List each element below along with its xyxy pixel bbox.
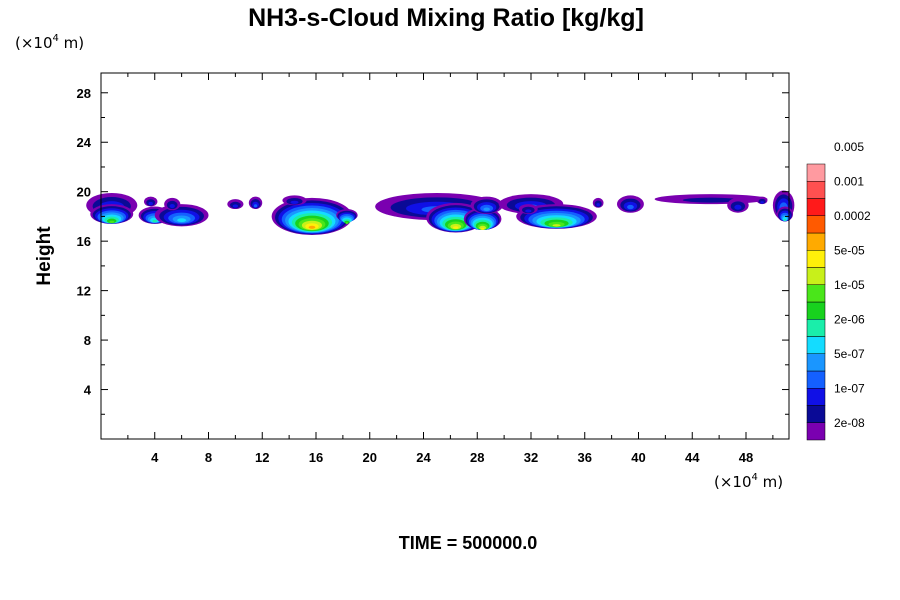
contour-level-2 xyxy=(734,204,742,210)
cloud-blob xyxy=(271,197,353,235)
colorbar-swatch xyxy=(806,232,826,251)
contour-level-2 xyxy=(148,201,153,206)
contour-level-5 xyxy=(177,218,187,222)
chart-title: NH3-s-Cloud Mixing Ratio [kg/kg] xyxy=(248,4,644,32)
contour-level-2 xyxy=(290,200,299,204)
colorbar-swatch xyxy=(806,388,826,406)
colorbar-swatch xyxy=(806,163,826,182)
x-tick-label: 44 xyxy=(685,450,700,465)
colorbar-swatch xyxy=(806,198,826,216)
contour-level-2 xyxy=(169,203,175,209)
colorbar-swatch xyxy=(806,250,826,268)
colorbar-label: 5e-05 xyxy=(834,243,865,257)
cloud-blob xyxy=(756,196,768,205)
x-tick-label: 20 xyxy=(363,450,377,465)
cloud-blob xyxy=(654,194,768,205)
x-tick-label: 32 xyxy=(524,450,538,465)
contour-level-6 xyxy=(152,219,158,223)
colorbar-label: 5e-07 xyxy=(834,347,865,361)
x-tick-label: 40 xyxy=(631,450,645,465)
contour-level-8 xyxy=(345,222,349,225)
cloud-blob xyxy=(470,196,503,214)
cloud-blob xyxy=(154,204,209,227)
cloud-blob xyxy=(164,197,181,211)
colorbar-swatch xyxy=(806,405,826,423)
cloud-blob xyxy=(282,195,307,206)
cloud-blob xyxy=(336,209,358,225)
colorbar-label: 1e-07 xyxy=(834,381,865,395)
x-axis-unit: (×104 m) xyxy=(714,472,783,491)
contour-level-10 xyxy=(453,226,459,229)
cloud-blob xyxy=(776,206,794,222)
y-axis-ticks: 4 8 12 16 20 24 28 xyxy=(77,86,789,415)
y-tick-label: 28 xyxy=(77,86,91,101)
colorbar-label: 2e-08 xyxy=(834,416,865,430)
colorbar-swatch xyxy=(806,181,826,199)
y-axis-label: Height xyxy=(34,226,55,286)
colorbar-swatch xyxy=(806,353,826,372)
x-tick-label: 24 xyxy=(416,450,431,465)
contour-level-2 xyxy=(760,201,764,204)
colorbar-label: 2e-06 xyxy=(834,312,865,326)
contour-level-2 xyxy=(596,203,600,207)
y-tick-label: 12 xyxy=(77,284,91,299)
y-tick-label: 8 xyxy=(84,333,91,348)
contour-level-4 xyxy=(483,207,490,211)
x-axis-ticks: 4 8 12 16 20 24 28 32 36 40 44 48 xyxy=(127,73,774,465)
cloud-blob xyxy=(617,195,644,213)
contour-level-11 xyxy=(308,225,316,229)
contour-level-8 xyxy=(109,220,115,223)
cloud-contours xyxy=(86,190,795,235)
x-tick-label: 36 xyxy=(578,450,592,465)
cloud-blob xyxy=(90,204,134,224)
colorbar-swatch xyxy=(806,422,826,441)
contour-level-3 xyxy=(627,204,634,210)
y-tick-label: 24 xyxy=(77,135,92,150)
time-label: TIME = 500000.0 xyxy=(399,533,538,553)
colorbar-label: 0.005 xyxy=(834,140,864,154)
x-tick-label: 48 xyxy=(739,450,753,465)
y-tick-label: 16 xyxy=(77,234,91,249)
colorbar-label: 0.001 xyxy=(834,174,864,188)
contour-level-2 xyxy=(232,204,239,208)
contour-level-3 xyxy=(253,204,258,208)
y-axis-unit: (×104 m) xyxy=(15,33,84,52)
contour-level-10 xyxy=(480,227,485,230)
cloud-blob xyxy=(248,196,263,210)
contour-level-1 xyxy=(682,197,740,203)
cloud-blob xyxy=(518,204,538,214)
colorbar: 2e-08 1e-07 5e-07 2e-06 1e-05 5e-05 0.0002 0.00… xyxy=(806,140,871,441)
x-tick-label: 4 xyxy=(151,450,159,465)
cloud-blob xyxy=(227,199,244,210)
x-tick-label: 8 xyxy=(205,450,212,465)
colorbar-swatch xyxy=(806,370,826,389)
cloud-blob xyxy=(592,197,604,208)
colorbar-swatch xyxy=(806,319,826,337)
colorbar-swatch xyxy=(806,215,826,234)
x-tick-label: 16 xyxy=(309,450,323,465)
cloud-blob xyxy=(144,196,158,207)
colorbar-swatch xyxy=(806,267,826,285)
plot-frame xyxy=(100,72,790,440)
cloud-blob xyxy=(727,197,749,213)
colorbar-swatch xyxy=(806,301,826,320)
colorbar-label: 1e-05 xyxy=(834,278,865,292)
x-tick-label: 12 xyxy=(255,450,269,465)
x-tick-label: 28 xyxy=(470,450,484,465)
contour-level-2 xyxy=(525,209,532,213)
y-tick-label: 20 xyxy=(77,185,91,200)
contour-level-6 xyxy=(783,218,787,221)
y-tick-label: 4 xyxy=(84,383,92,398)
colorbar-label: 0.0002 xyxy=(834,209,871,223)
colorbar-swatch xyxy=(806,284,826,303)
contour-level-9 xyxy=(552,224,561,227)
colorbar-swatch xyxy=(806,336,826,354)
